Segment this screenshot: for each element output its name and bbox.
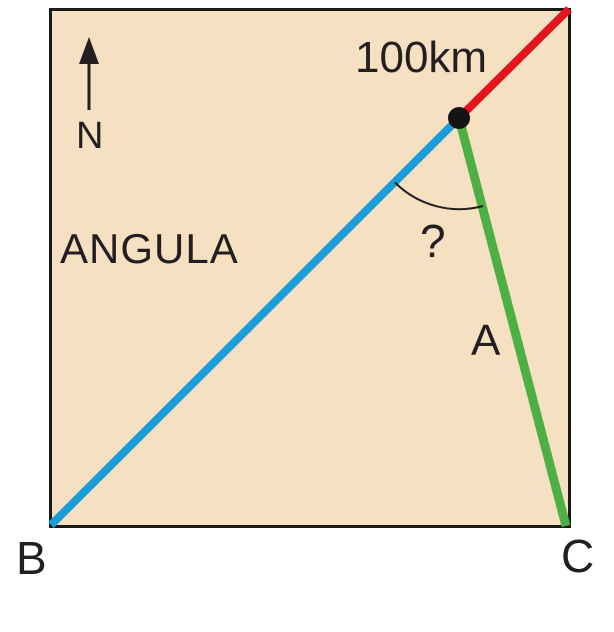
point-c-label: C [561, 530, 594, 582]
angle-arc [394, 181, 484, 211]
route-a-green-line [454, 116, 571, 528]
north-arrow-head [79, 37, 99, 64]
north-label: N [76, 115, 103, 157]
distance-label: 100km [355, 33, 487, 82]
angle-question-label: ? [420, 215, 446, 267]
route-bc-blue-line [48, 115, 462, 528]
route-a-label: A [471, 316, 501, 365]
route-extension-red-line [456, 6, 572, 121]
point-b-label: B [16, 532, 47, 584]
waypoint-dot [448, 107, 470, 129]
north-arrow-icon [79, 37, 99, 110]
region-label: ANGULA [60, 225, 239, 272]
